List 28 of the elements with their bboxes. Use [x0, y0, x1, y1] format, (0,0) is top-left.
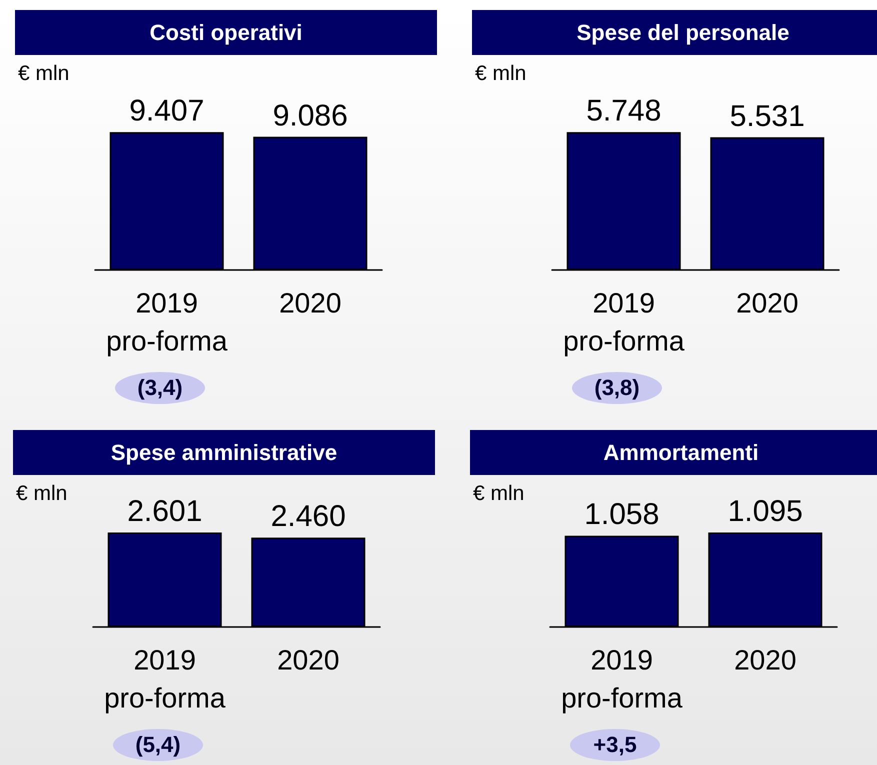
- data-label: 1.095: [728, 495, 803, 528]
- chart-title: Ammortamenti: [470, 430, 877, 475]
- x-tick-label: 2019 pro-forma: [563, 288, 685, 356]
- x-tick-label: 2019 pro-forma: [561, 644, 683, 714]
- chart-title: Costi operativi: [15, 10, 437, 55]
- y-axis-title: € mln: [475, 62, 526, 86]
- x-tick-label: 2020: [734, 644, 796, 676]
- data-label: 2.601: [127, 495, 202, 528]
- data-label: 5.531: [730, 100, 805, 133]
- text: +3,5: [570, 729, 660, 761]
- x-tick-label: 2020: [736, 288, 798, 318]
- text: (3,8): [572, 372, 662, 404]
- data-label: 5.748: [586, 94, 662, 128]
- y-axis-title: € mln: [16, 482, 68, 506]
- chart-title: Spese amministrative: [13, 430, 435, 475]
- data-label: 2.460: [270, 500, 346, 534]
- chart-title: Spese del personale: [472, 10, 877, 55]
- text: (5,4): [113, 729, 203, 761]
- y-axis-title: € mln: [18, 62, 70, 86]
- data-label: 1.058: [584, 498, 660, 532]
- data-label: 9.086: [272, 99, 348, 132]
- x-tick-label: 2020: [277, 644, 340, 676]
- x-tick-label: 2019 pro-forma: [106, 288, 228, 356]
- y-axis-title: € mln: [473, 482, 524, 506]
- data-label: 9.407: [129, 94, 204, 128]
- text: (3,4): [115, 372, 205, 404]
- x-tick-label: 2020: [279, 288, 342, 318]
- x-tick-label: 2019 pro-forma: [104, 644, 226, 714]
